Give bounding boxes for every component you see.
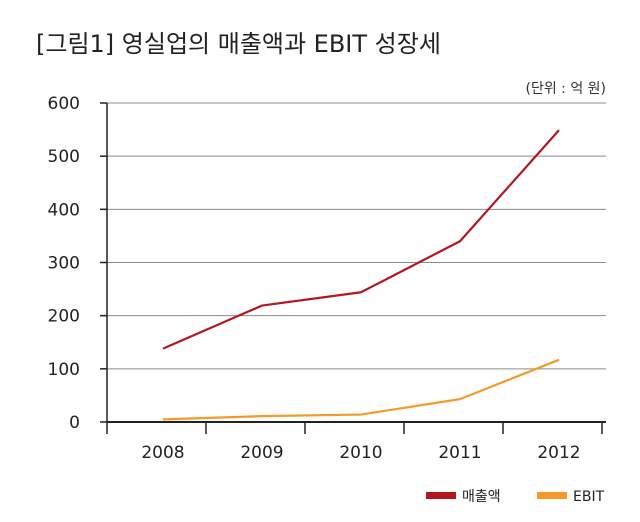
unit-label: (단위 : 억 원) <box>525 81 606 97</box>
x-tick-label: 2008 <box>141 443 184 463</box>
y-tick-label: 600 <box>48 94 80 114</box>
axes: 0 100 200 300 400 500 600 2008 2009 2010 2011 2012 <box>48 94 606 463</box>
legend-swatch <box>537 492 567 499</box>
series-line-revenue <box>162 129 560 350</box>
chart-title: [그림1] 영실업의 매출액과 EBIT 성장세 <box>36 30 441 58</box>
y-tick-label: 100 <box>48 360 80 380</box>
series-line-ebit <box>162 358 560 421</box>
y-tick-label: 300 <box>48 254 80 274</box>
legend-label: 매출액 <box>462 489 501 505</box>
y-tick-label: 200 <box>48 307 80 327</box>
x-tick-label: 2009 <box>240 443 283 463</box>
x-tick-label: 2012 <box>537 443 580 463</box>
x-tick-label: 2010 <box>339 443 382 463</box>
legend-swatch <box>426 492 456 499</box>
series-lines <box>162 129 560 421</box>
legend: 매출액 EBIT <box>426 489 605 505</box>
y-tick-label: 0 <box>69 413 80 433</box>
legend-label: EBIT <box>573 489 605 505</box>
y-tick-label: 500 <box>48 147 80 167</box>
x-tick-label: 2011 <box>438 443 481 463</box>
gridlines <box>107 102 606 370</box>
y-tick-label: 400 <box>48 200 80 220</box>
